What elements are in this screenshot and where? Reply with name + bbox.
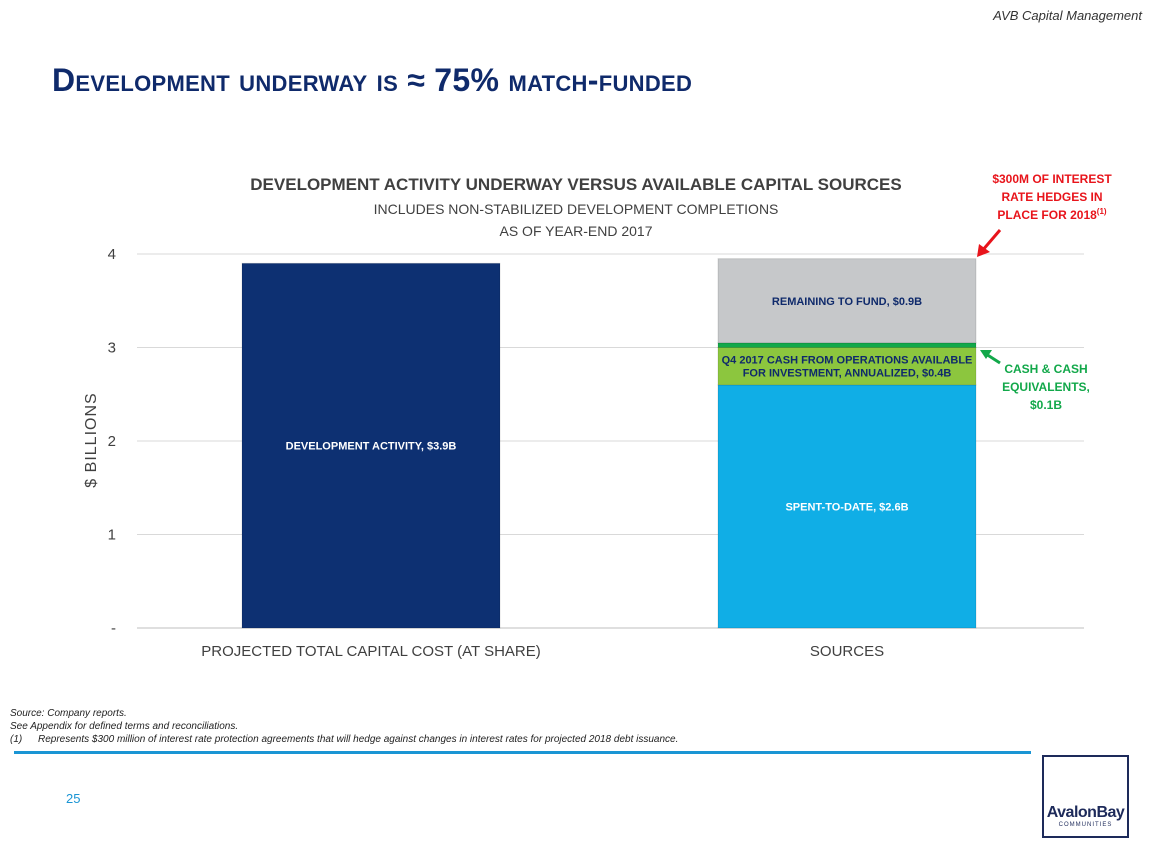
hedges-callout-line-1: $300M OF INTEREST <box>992 172 1112 186</box>
footnote-1-number: (1) <box>10 734 23 745</box>
footnotes: Source: Company reports. See Appendix fo… <box>10 707 678 746</box>
bar-segment <box>717 384 977 629</box>
x-axis-categories: PROJECTED TOTAL CAPITAL COST (AT SHARE) S… <box>201 643 884 660</box>
hedges-arrowhead-icon <box>977 244 990 257</box>
x-category-label: PROJECTED TOTAL CAPITAL COST (AT SHARE) <box>201 643 541 660</box>
cash-arrowhead-icon <box>980 350 992 359</box>
footnote-1-text: Represents $300 million of interest rate… <box>38 734 679 745</box>
hedges-callout-line-3-text: PLACE FOR 2018 <box>997 208 1097 222</box>
y-axis-title: $ BILLIONS <box>83 392 100 487</box>
footnote-marker: (1) <box>1097 207 1107 216</box>
y-tick-label: - <box>111 620 116 637</box>
logo-wordmark: AvalonBay <box>1046 804 1125 821</box>
y-tick-label: 3 <box>108 340 116 357</box>
y-tick-label: 2 <box>108 433 116 450</box>
y-axis-ticks: - 1 2 3 4 <box>108 246 116 637</box>
hedges-arrow-icon <box>980 229 1002 252</box>
chart-title: DEVELOPMENT ACTIVITY UNDERWAY VERSUS AVA… <box>250 175 901 194</box>
logo-subtext: COMMUNITIES <box>1058 822 1113 828</box>
segment-label: SPENT-TO-DATE, $2.6B <box>785 501 908 513</box>
footer-divider <box>14 751 1031 754</box>
bar-segment <box>717 342 977 349</box>
stacked-bar-chart: DEVELOPMENT ACTIVITY UNDERWAY VERSUS AVA… <box>83 172 1112 660</box>
y-tick-label: 4 <box>108 246 116 263</box>
page-title: Development underway is ≈ 75% match-fund… <box>52 62 693 98</box>
cash-callout: CASH & CASH EQUIVALENTS, $0.1B <box>980 350 1090 412</box>
bars <box>241 258 977 629</box>
bar-segment <box>717 258 977 344</box>
bar-segment <box>717 347 977 386</box>
x-category-label: SOURCES <box>810 643 884 660</box>
y-tick-label: 1 <box>108 527 116 544</box>
bar-segment <box>241 262 501 629</box>
hedges-callout: $300M OF INTEREST RATE HEDGES IN PLACE F… <box>977 172 1112 257</box>
hedges-callout-line-2: RATE HEDGES IN <box>1001 190 1102 204</box>
page-number: 25 <box>66 791 81 806</box>
segment-labels: DEVELOPMENT ACTIVITY, $3.9B SPENT-TO-DATE… <box>286 296 973 514</box>
cash-callout-line-1: CASH & CASH <box>1004 362 1087 376</box>
segment-label: Q4 2017 CASH FROM OPERATIONS AVAILABLE <box>722 355 973 367</box>
cash-callout-line-2: EQUIVALENTS, <box>1002 380 1090 394</box>
footnote-1: (1) Represents $300 million of interest r… <box>10 733 678 746</box>
hedges-callout-line-3: PLACE FOR 2018(1) <box>997 207 1106 222</box>
chart-subtitle-line-1: INCLUDES NON-STABILIZED DEVELOPMENT COMP… <box>374 201 779 217</box>
segment-label: DEVELOPMENT ACTIVITY, $3.9B <box>286 441 457 453</box>
source-note: Source: Company reports. <box>10 708 127 719</box>
company-logo: AvalonBay COMMUNITIES <box>1042 755 1129 838</box>
appendix-note: See Appendix for defined terms and recon… <box>10 721 239 732</box>
segment-label: FOR INVESTMENT, ANNUALIZED, $0.4B <box>743 368 952 380</box>
chart-subtitle-line-2: AS OF YEAR-END 2017 <box>499 223 652 239</box>
segment-label: REMAINING TO FUND, $0.9B <box>772 296 922 308</box>
cash-callout-line-3: $0.1B <box>1030 398 1062 412</box>
company-name: AVB Capital Management <box>993 8 1142 23</box>
